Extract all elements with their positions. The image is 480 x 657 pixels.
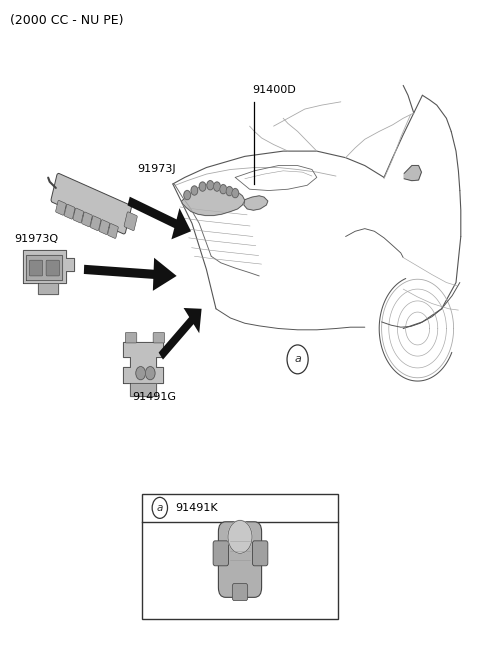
Circle shape [207, 181, 214, 190]
Circle shape [232, 189, 239, 198]
Polygon shape [404, 166, 421, 181]
Circle shape [228, 520, 252, 553]
FancyBboxPatch shape [232, 583, 248, 600]
Circle shape [199, 182, 206, 191]
FancyBboxPatch shape [125, 332, 137, 343]
FancyBboxPatch shape [56, 200, 66, 215]
FancyBboxPatch shape [213, 541, 228, 566]
Circle shape [191, 186, 198, 195]
FancyBboxPatch shape [142, 494, 338, 619]
Polygon shape [23, 250, 74, 283]
FancyBboxPatch shape [218, 522, 262, 597]
Circle shape [136, 367, 145, 380]
Text: 91973Q: 91973Q [14, 235, 59, 244]
FancyBboxPatch shape [153, 332, 165, 343]
FancyBboxPatch shape [73, 208, 84, 223]
Text: a: a [156, 503, 163, 513]
FancyBboxPatch shape [99, 219, 109, 235]
Circle shape [287, 345, 308, 374]
Circle shape [152, 497, 168, 518]
Circle shape [214, 182, 220, 191]
Polygon shape [128, 196, 191, 239]
Text: 91491G: 91491G [132, 392, 176, 402]
FancyBboxPatch shape [46, 260, 60, 276]
Circle shape [184, 191, 191, 200]
Polygon shape [38, 283, 58, 294]
FancyBboxPatch shape [29, 260, 43, 276]
Text: 91400D: 91400D [252, 85, 296, 95]
FancyBboxPatch shape [64, 204, 75, 219]
Circle shape [226, 187, 233, 196]
Polygon shape [84, 258, 177, 291]
Text: 91973J: 91973J [137, 164, 175, 174]
FancyBboxPatch shape [82, 212, 92, 227]
FancyBboxPatch shape [124, 212, 137, 231]
Text: (2000 CC - NU PE): (2000 CC - NU PE) [10, 14, 123, 28]
Circle shape [145, 367, 155, 380]
Polygon shape [123, 342, 163, 383]
Polygon shape [158, 308, 202, 359]
Polygon shape [130, 383, 156, 396]
FancyBboxPatch shape [90, 215, 101, 231]
FancyBboxPatch shape [252, 541, 268, 566]
Polygon shape [181, 184, 245, 215]
FancyBboxPatch shape [51, 173, 132, 234]
Text: a: a [294, 354, 301, 365]
Circle shape [220, 185, 227, 194]
Polygon shape [26, 255, 62, 280]
Text: 91491K: 91491K [175, 503, 218, 513]
FancyBboxPatch shape [108, 223, 118, 238]
Polygon shape [244, 196, 268, 210]
